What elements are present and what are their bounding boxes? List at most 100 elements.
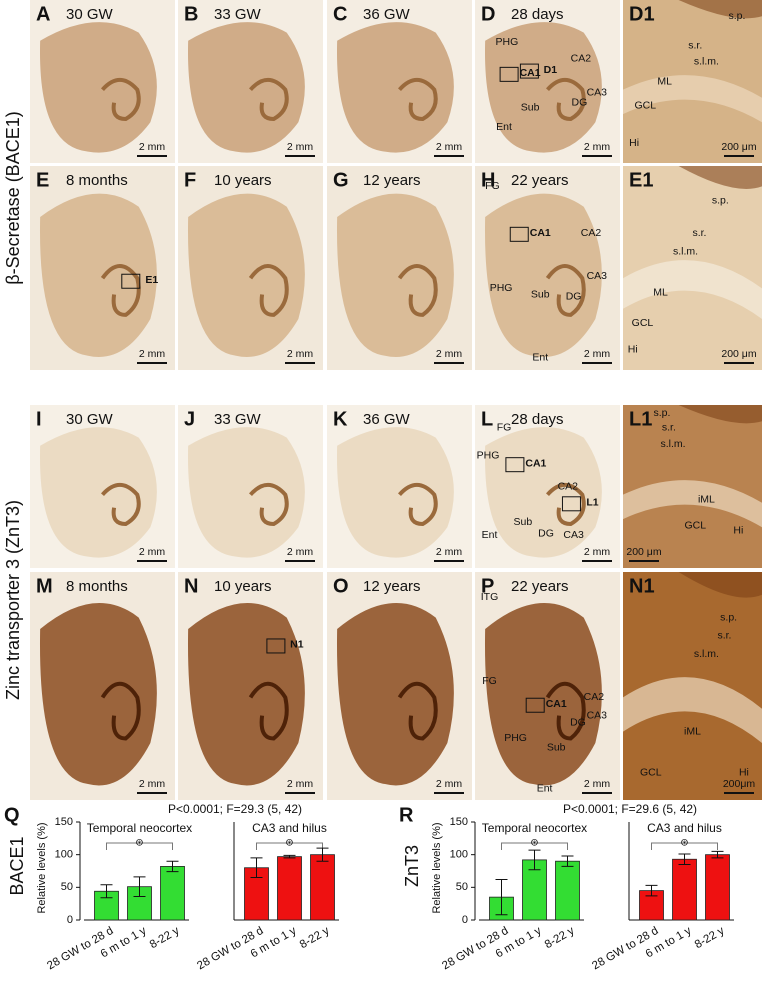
tissue	[187, 193, 305, 357]
row-label: β-Secretase (BACE1)	[3, 111, 23, 284]
y-tick-label: 50	[61, 881, 73, 893]
tissue	[39, 193, 157, 357]
scale-label: 2 mm	[139, 141, 166, 153]
tissue	[336, 602, 454, 786]
hippocampus	[101, 482, 141, 526]
cell-layer	[623, 677, 762, 743]
region-label: D1	[544, 64, 558, 76]
hippocampus	[397, 681, 438, 741]
inset-box	[509, 226, 529, 242]
scale-label: 2 mm	[436, 141, 463, 153]
y-axis-label: Relative levels (%)	[431, 822, 443, 913]
cell-layer	[623, 260, 762, 319]
tissue	[484, 602, 602, 786]
region-label: CA2	[571, 52, 592, 64]
region-label: CA3	[587, 87, 608, 99]
panel-letter: K	[333, 408, 348, 430]
bar	[672, 858, 697, 921]
bar	[555, 860, 580, 921]
inset-box	[266, 638, 286, 654]
hippocampus	[248, 681, 289, 741]
bar	[160, 866, 185, 921]
region-label: DG	[566, 290, 582, 302]
error-bar	[133, 876, 146, 897]
panel-label: 10 years	[214, 172, 272, 189]
panel-label: 12 years	[363, 172, 421, 189]
region-label: Ent	[532, 352, 548, 364]
y-tick-label: 0	[67, 914, 73, 926]
error-bar	[250, 857, 263, 879]
tissue	[336, 427, 454, 558]
region-label: s.r.	[662, 422, 676, 434]
tissue	[187, 602, 305, 786]
hippocampus	[100, 263, 141, 317]
scale-label: 2 mm	[584, 778, 611, 790]
panel-label: 36 GW	[363, 411, 411, 428]
significance-bracket	[651, 842, 718, 850]
x-tick-label: 8-22 y	[148, 925, 182, 951]
scale-label: 2 mm	[584, 546, 611, 558]
panel-label: 33 GW	[214, 411, 262, 428]
hippocampus	[398, 482, 438, 526]
group-title: Temporal neocortex	[87, 821, 192, 835]
region-label: Ent	[496, 121, 512, 133]
scale-label: 2 mm	[139, 546, 166, 558]
tissue	[336, 193, 454, 357]
region-label: CA3	[587, 709, 608, 721]
region-label: s.r.	[688, 39, 702, 51]
scale-label: 200 μm	[626, 546, 661, 558]
region-label: s.p.	[720, 611, 737, 623]
region-label: CA3	[587, 270, 608, 282]
panel-letter: R	[399, 804, 414, 826]
tissue	[39, 22, 157, 153]
error-bar	[283, 854, 296, 859]
hippocampus	[249, 77, 289, 121]
region-label: s.l.m.	[660, 438, 685, 450]
tissue	[187, 427, 305, 558]
error-bar	[645, 884, 658, 897]
image-panel: I 30 GW 2 mm	[30, 405, 175, 568]
region-label: Hi	[628, 343, 638, 355]
image-panel: N1 200μm s.p. s.r. s.l.m. iML GCL Hi	[623, 572, 762, 800]
region-label: PHG	[490, 282, 513, 294]
cell-layer	[678, 405, 762, 424]
region-label: Sub	[514, 516, 533, 528]
bar-chart: Q BACE1 Relative levels (%) P<0.0001; F=29.…	[4, 802, 339, 972]
region-label: GCL	[684, 519, 706, 531]
region-label: Hi	[629, 137, 639, 149]
x-tick-label: 8-22 y	[298, 925, 332, 951]
region-label: Hi	[733, 524, 743, 536]
stat-text: P<0.0001; F=29.3 (5, 42)	[168, 802, 302, 816]
image-panel: L1 200 μm s.p. s.r. s.l.m. iML GCL Hi	[623, 405, 762, 568]
inset-box	[505, 457, 525, 473]
region-label: FG	[482, 675, 497, 687]
region-label: iML	[698, 493, 715, 505]
image-panel: H 22 years 2 mm FG CA1 CA2 CA3 PHG Sub DG Ent	[475, 166, 620, 370]
region-label: GCL	[634, 100, 656, 112]
panel-letter: H	[481, 169, 495, 191]
region-label: Ent	[537, 782, 553, 794]
significance-bracket	[501, 842, 568, 850]
scale-label: 2 mm	[287, 546, 314, 558]
panel-letter: L1	[629, 408, 652, 430]
panel-label: 33 GW	[214, 6, 262, 23]
cell-layer	[678, 166, 762, 189]
region-label: iML	[684, 725, 701, 737]
hippocampus	[397, 263, 438, 317]
region-label: FG	[497, 422, 512, 434]
y-tick-label: 150	[450, 816, 468, 828]
region-label: FG	[485, 180, 500, 192]
hippocampus	[545, 681, 586, 741]
error-bar	[528, 849, 541, 871]
region-label: CA2	[584, 691, 605, 703]
scale-label: 2 mm	[436, 546, 463, 558]
region-label: s.p.	[712, 194, 729, 206]
bar	[705, 854, 730, 921]
group-title: CA3 and hilus	[252, 821, 327, 835]
inset-box	[519, 63, 539, 79]
region-label: PHG	[477, 449, 500, 461]
panel-letter: E	[36, 169, 49, 191]
region-label: ML	[657, 75, 672, 87]
panel-label: 22 years	[511, 578, 569, 595]
